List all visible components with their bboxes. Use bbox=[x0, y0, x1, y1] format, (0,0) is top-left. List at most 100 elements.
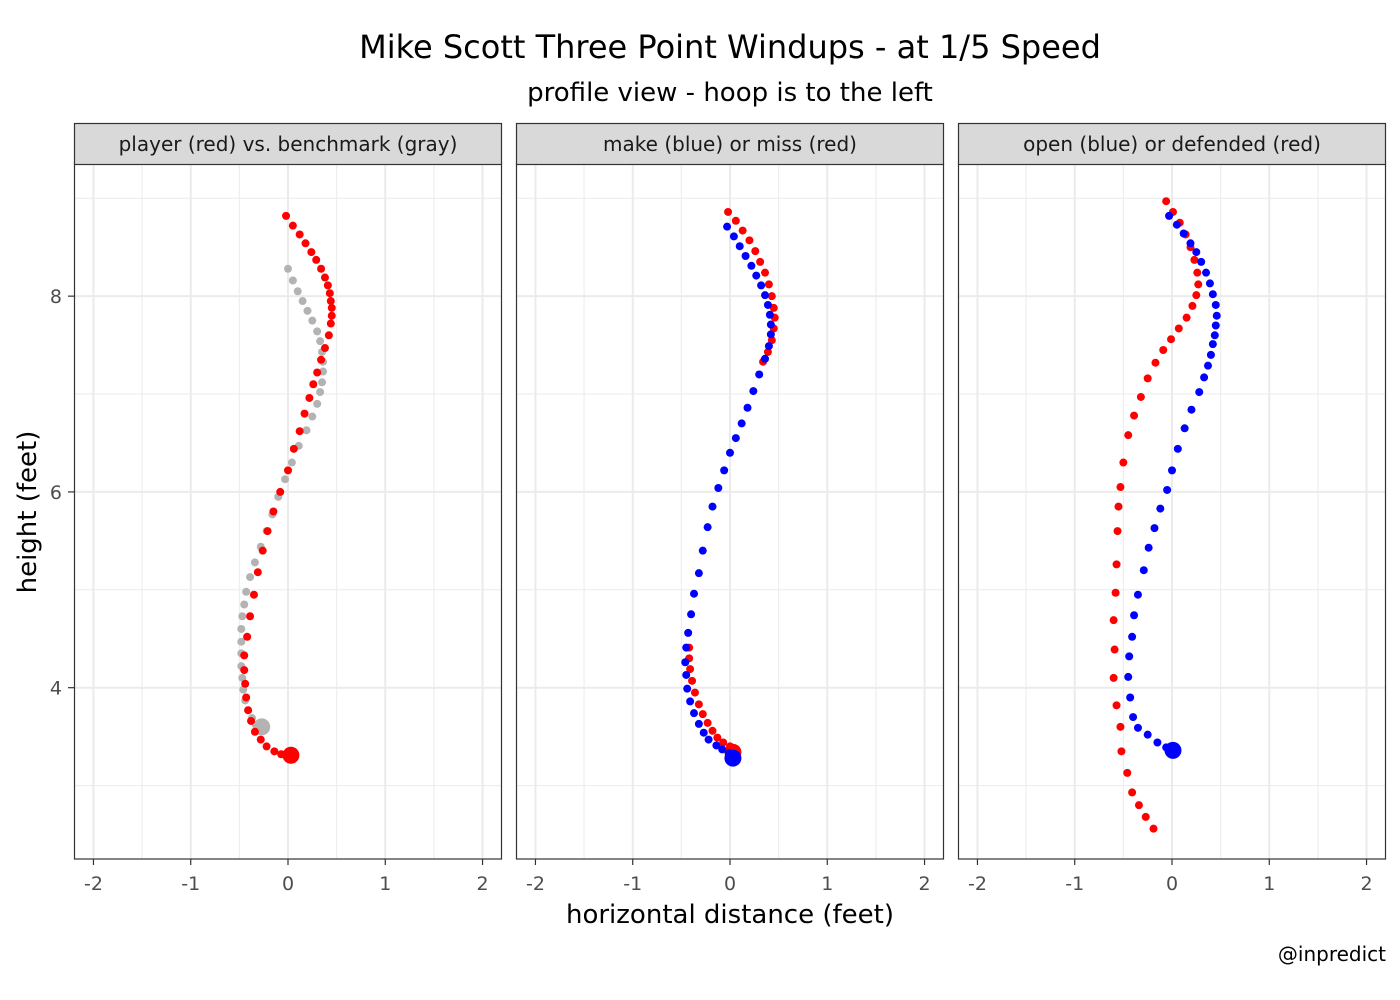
data-point bbox=[284, 466, 292, 475]
data-point bbox=[761, 268, 770, 277]
data-point bbox=[1172, 220, 1181, 229]
y-tick-label: 4 bbox=[50, 678, 62, 700]
data-point bbox=[1124, 672, 1133, 681]
data-point bbox=[703, 718, 712, 727]
data-point bbox=[1110, 645, 1119, 654]
data-point bbox=[284, 264, 292, 273]
data-point bbox=[1133, 590, 1142, 599]
data-point bbox=[1210, 331, 1219, 340]
data-point bbox=[324, 331, 333, 340]
data-point bbox=[1192, 248, 1201, 257]
data-point bbox=[320, 273, 329, 282]
strip-background bbox=[515, 122, 945, 166]
data-point bbox=[1168, 466, 1176, 475]
data-point bbox=[1188, 301, 1197, 310]
data-point bbox=[1159, 345, 1168, 354]
data-point bbox=[1211, 300, 1220, 309]
data-point bbox=[305, 393, 314, 402]
data-point bbox=[752, 271, 761, 280]
data-point bbox=[764, 280, 773, 289]
data-point bbox=[237, 637, 246, 646]
data-point bbox=[731, 216, 740, 225]
data-point bbox=[749, 387, 758, 396]
x-tick-label: -1 bbox=[1065, 873, 1084, 895]
data-point bbox=[1149, 824, 1158, 833]
data-point bbox=[1208, 340, 1217, 349]
data-point bbox=[1134, 801, 1143, 810]
data-point bbox=[1128, 788, 1137, 797]
data-point bbox=[747, 261, 756, 270]
data-point bbox=[723, 222, 732, 231]
data-point bbox=[1190, 255, 1199, 264]
data-point bbox=[690, 688, 699, 697]
data-point bbox=[1153, 738, 1162, 747]
data-point bbox=[288, 276, 297, 285]
data-point bbox=[316, 337, 325, 346]
data-point bbox=[325, 289, 334, 298]
x-tick-label: 2 bbox=[476, 873, 488, 895]
data-point bbox=[1113, 527, 1122, 536]
data-point bbox=[763, 300, 772, 309]
data-point bbox=[303, 306, 312, 315]
panels-group: player (red) vs. benchmark (gray) -2 -1 0 1 2… bbox=[50, 122, 1387, 895]
data-point bbox=[708, 726, 717, 735]
data-point bbox=[686, 665, 695, 674]
data-point bbox=[756, 257, 765, 266]
data-point bbox=[1129, 713, 1138, 722]
y-axis-label: height (feet) bbox=[13, 431, 43, 594]
data-point bbox=[313, 399, 322, 408]
data-point bbox=[1200, 373, 1209, 382]
data-point bbox=[1139, 566, 1148, 575]
data-point bbox=[1123, 768, 1132, 777]
data-point bbox=[1208, 290, 1217, 299]
strip-background bbox=[957, 122, 1387, 166]
data-point bbox=[308, 412, 317, 421]
data-point bbox=[246, 573, 255, 582]
data-point bbox=[1186, 239, 1195, 248]
data-point bbox=[237, 624, 246, 633]
data-point bbox=[735, 242, 744, 251]
data-point bbox=[242, 587, 251, 596]
data-point bbox=[765, 310, 774, 319]
data-point bbox=[1203, 361, 1212, 370]
data-point bbox=[301, 239, 310, 248]
data-point bbox=[1126, 693, 1135, 702]
data-point bbox=[1194, 280, 1203, 289]
data-point bbox=[738, 226, 747, 235]
data-point bbox=[327, 311, 336, 320]
data-point bbox=[240, 600, 249, 609]
data-point bbox=[1143, 730, 1152, 739]
data-point bbox=[244, 706, 253, 715]
data-point bbox=[1165, 211, 1174, 220]
y-tick-label: 6 bbox=[50, 482, 62, 504]
data-point bbox=[1195, 388, 1204, 397]
panel-1: player (red) vs. benchmark (gray) -2 -1 0 1 2… bbox=[50, 122, 503, 895]
data-point bbox=[687, 610, 696, 619]
data-point bbox=[246, 612, 255, 621]
data-point bbox=[320, 344, 329, 353]
x-tick-label: -2 bbox=[968, 873, 987, 895]
strip-label: player (red) vs. benchmark (gray) bbox=[119, 132, 458, 156]
data-point bbox=[741, 252, 750, 261]
x-tick-label: 1 bbox=[1263, 873, 1275, 895]
data-point bbox=[714, 484, 723, 493]
data-point bbox=[1180, 424, 1189, 433]
data-point bbox=[1128, 632, 1137, 641]
data-point bbox=[712, 741, 721, 750]
data-point bbox=[316, 388, 325, 397]
data-point bbox=[1125, 652, 1134, 661]
data-point bbox=[698, 710, 707, 719]
data-point bbox=[263, 527, 272, 536]
strip-label: open (blue) or defended (red) bbox=[1023, 132, 1321, 156]
data-point bbox=[1141, 812, 1150, 821]
data-point bbox=[288, 221, 297, 230]
panel-3: open (blue) or defended (red) -2 -1 0 1 2 bbox=[957, 122, 1387, 895]
series-blue bbox=[1124, 211, 1221, 759]
data-point bbox=[318, 378, 327, 387]
data-point bbox=[240, 651, 249, 660]
data-point bbox=[718, 745, 727, 754]
data-point bbox=[743, 403, 752, 412]
x-tick-label: 1 bbox=[821, 873, 833, 895]
data-point bbox=[256, 735, 265, 744]
